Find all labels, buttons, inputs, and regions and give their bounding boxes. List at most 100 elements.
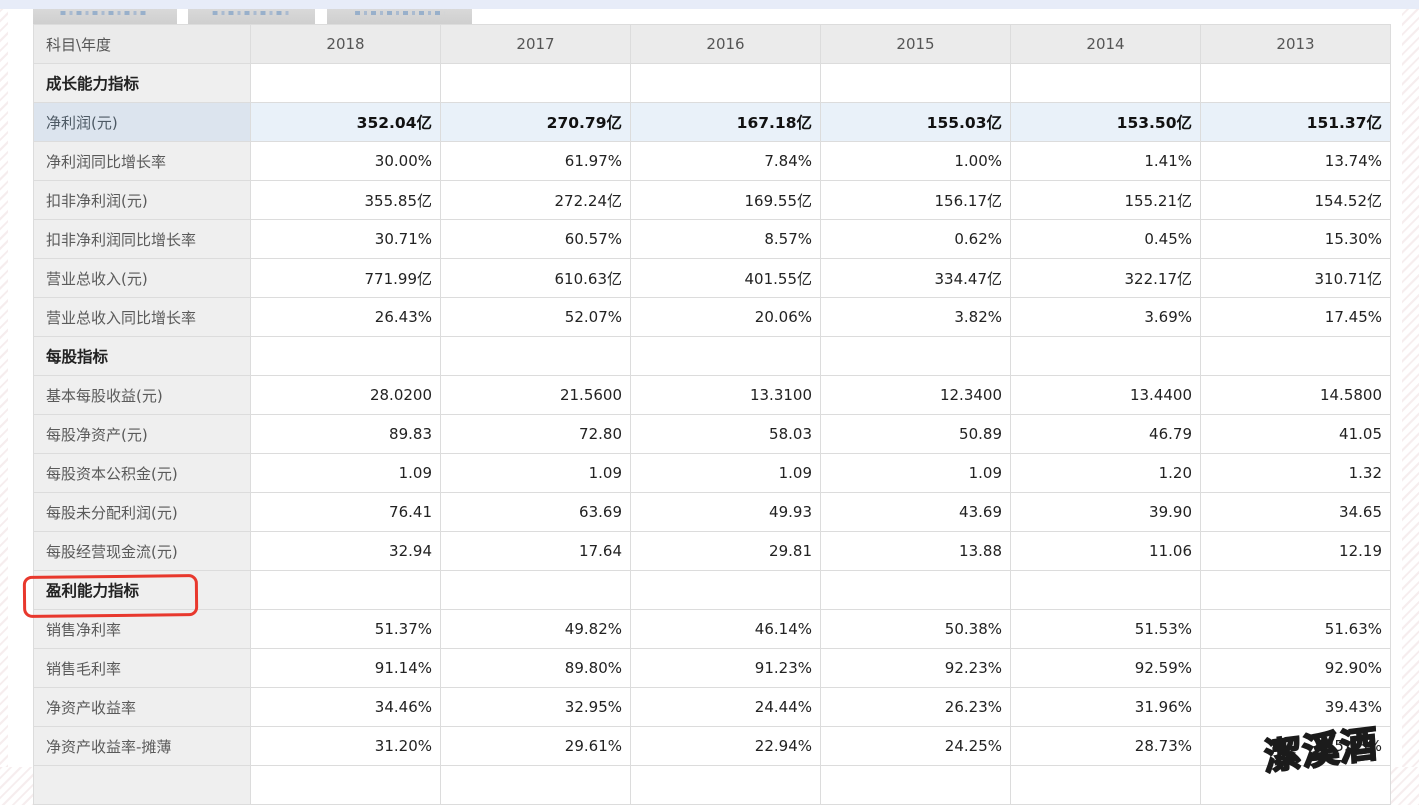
value-cell (440, 336, 631, 376)
value-cell: 1.20 (1010, 453, 1201, 493)
value-cell: 1.09 (440, 453, 631, 493)
table-row[interactable]: 扣非净利润(元) 355.85亿 272.24亿 169.55亿 156.17亿 155.… (33, 180, 1391, 220)
value-cell: 13.3100 (630, 375, 821, 415)
table-row[interactable]: 净利润同比增长率 30.00% 61.97% 7.84% 1.00% 1.41% 13.74… (33, 141, 1391, 181)
table-row[interactable]: 销售净利率 51.37% 49.82% 46.14% 50.38% 51.53% 51.63… (33, 609, 1391, 649)
row-label: 净利润(元) (33, 102, 251, 142)
table-row[interactable]: 基本每股收益(元) 28.0200 21.5600 13.3100 12.3400 13.… (33, 375, 1391, 415)
value-cell: 51.37% (250, 609, 441, 649)
value-cell: 26.43% (250, 297, 441, 337)
header-cell-subject: 科目\年度 (33, 24, 251, 64)
value-cell (820, 336, 1011, 376)
value-cell: 49.93 (630, 492, 821, 532)
value-cell (1010, 63, 1201, 103)
value-cell: 8.57% (630, 219, 821, 259)
value-cell: 7.84% (630, 141, 821, 181)
row-label: 营业总收入同比增长率 (33, 297, 251, 337)
table-row[interactable]: 每股未分配利润(元) 76.41 63.69 49.93 43.69 39.90 34.65 (33, 492, 1391, 532)
value-cell: 50.89 (820, 414, 1011, 454)
table-row[interactable]: 每股资本公积金(元) 1.09 1.09 1.09 1.09 1.20 1.32 (33, 453, 1391, 493)
value-cell: 39.43% (1200, 687, 1391, 727)
table-row[interactable]: 每股经营现金流(元) 32.94 17.64 29.81 13.88 11.06 12.19 (33, 531, 1391, 571)
value-cell: 63.69 (440, 492, 631, 532)
value-cell: 92.23% (820, 648, 1011, 688)
value-cell: 52.07% (440, 297, 631, 337)
value-cell: 14.5800 (1200, 375, 1391, 415)
table-row[interactable] (33, 765, 1391, 805)
section-row[interactable]: 盈利能力指标 (33, 570, 1391, 610)
value-cell: 24.44% (630, 687, 821, 727)
value-cell (820, 63, 1011, 103)
value-cell: 12.19 (1200, 531, 1391, 571)
value-cell: 0.45% (1010, 219, 1201, 259)
value-cell: 167.18亿 (630, 102, 821, 142)
value-cell: 60.57% (440, 219, 631, 259)
value-cell: 49.82% (440, 609, 631, 649)
value-cell: 46.14% (630, 609, 821, 649)
value-cell: 91.14% (250, 648, 441, 688)
value-cell (630, 570, 821, 610)
value-cell: 151.37亿 (1200, 102, 1391, 142)
value-cell: 3.69% (1010, 297, 1201, 337)
value-cell: 29.61% (440, 726, 631, 766)
value-cell: 3.82% (820, 297, 1011, 337)
value-cell: 39.90 (1010, 492, 1201, 532)
table-body: 成长能力指标 净利润(元) 352.04亿 270.79亿 167.18亿 155.03亿… (33, 63, 1391, 805)
value-cell: 72.80 (440, 414, 631, 454)
value-cell: 30.00% (250, 141, 441, 181)
value-cell: 32.95% (440, 687, 631, 727)
table-row[interactable]: 每股净资产(元) 89.83 72.80 58.03 50.89 46.79 41.05 (33, 414, 1391, 454)
tab-label-fragment (60, 11, 150, 15)
value-cell: 1.09 (250, 453, 441, 493)
value-cell: 50.38% (820, 609, 1011, 649)
value-cell: 24.25% (820, 726, 1011, 766)
table-head-row: 科目\年度 2018 2017 2016 2015 2014 2013 (33, 24, 1391, 64)
row-label: 每股资本公积金(元) (33, 453, 251, 493)
value-cell: 334.47亿 (820, 258, 1011, 298)
tab-1[interactable] (33, 9, 177, 24)
value-cell: 20.06% (630, 297, 821, 337)
value-cell: 771.99亿 (250, 258, 441, 298)
value-cell (820, 765, 1011, 805)
value-cell: 46.79 (1010, 414, 1201, 454)
table-row[interactable]: 净资产收益率-摊薄 31.20% 29.61% 22.94% 24.25% 28.73% 3… (33, 726, 1391, 766)
table-row[interactable]: 销售毛利率 91.14% 89.80% 91.23% 92.23% 92.59% 92.90… (33, 648, 1391, 688)
value-cell: 1.41% (1010, 141, 1201, 181)
row-label: 净资产收益率 (33, 687, 251, 727)
value-cell: 153.50亿 (1010, 102, 1201, 142)
table-row[interactable]: 净资产收益率 34.46% 32.95% 24.44% 26.23% 31.96% 39.4… (33, 687, 1391, 727)
table-row[interactable]: 营业总收入同比增长率 26.43% 52.07% 20.06% 3.82% 3.69% 17… (33, 297, 1391, 337)
value-cell: 13.4400 (1010, 375, 1201, 415)
tab-2[interactable] (188, 9, 315, 24)
row-label: 成长能力指标 (33, 63, 251, 103)
value-cell: 15.30% (1200, 219, 1391, 259)
row-label: 销售毛利率 (33, 648, 251, 688)
table-row[interactable]: 营业总收入(元) 771.99亿 610.63亿 401.55亿 334.47亿 322.… (33, 258, 1391, 298)
value-cell: 43.69 (820, 492, 1011, 532)
value-cell: 610.63亿 (440, 258, 631, 298)
value-cell (820, 570, 1011, 610)
tab-3[interactable] (327, 9, 472, 24)
row-label: 扣非净利润同比增长率 (33, 219, 251, 259)
value-cell: 1.09 (820, 453, 1011, 493)
value-cell: 91.23% (630, 648, 821, 688)
value-cell: 51.63% (1200, 609, 1391, 649)
value-cell (440, 570, 631, 610)
value-cell (630, 336, 821, 376)
value-cell (1010, 570, 1201, 610)
value-cell: 1.00% (820, 141, 1011, 181)
value-cell: 12.3400 (820, 375, 1011, 415)
table-row[interactable]: 扣非净利润同比增长率 30.71% 60.57% 8.57% 0.62% 0.45% 15.… (33, 219, 1391, 259)
section-row[interactable]: 成长能力指标 (33, 63, 1391, 103)
value-cell: 28.0200 (250, 375, 441, 415)
row-label: 销售净利率 (33, 609, 251, 649)
value-cell: 401.55亿 (630, 258, 821, 298)
section-row[interactable]: 每股指标 (33, 336, 1391, 376)
value-cell: 0.62% (820, 219, 1011, 259)
value-cell: 13.88 (820, 531, 1011, 571)
header-cell-year: 2017 (440, 24, 631, 64)
header-cell-year: 2014 (1010, 24, 1201, 64)
table-row[interactable]: 净利润(元) 352.04亿 270.79亿 167.18亿 155.03亿 153.50… (33, 102, 1391, 142)
value-cell (440, 765, 631, 805)
value-cell: 34.65 (1200, 492, 1391, 532)
